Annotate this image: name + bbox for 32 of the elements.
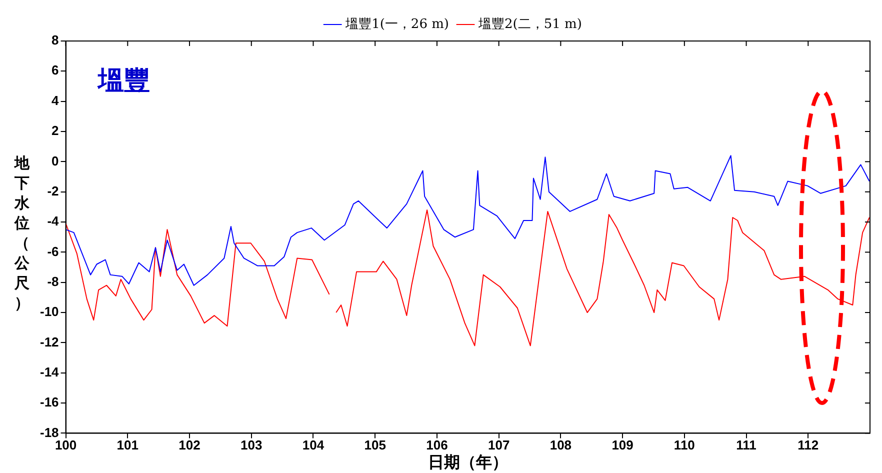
legend-label: 塭豐2(二，51 m) [478,16,582,32]
y-tick-label: 8 [52,32,59,48]
legend-label: 塭豐1(一，26 m) [344,16,450,32]
x-tick-label: 103 [240,438,262,453]
x-tick-label: 110 [674,438,695,453]
x-tick-label: 104 [302,438,325,453]
x-tick-label: 112 [798,438,819,453]
x-tick-label: 100 [54,438,77,453]
y-axis-title: 地下水位（公尺） [13,153,31,313]
annotation: 塭豐 [96,66,150,96]
x-tick-label: 106 [426,438,448,453]
x-tick-label: 109 [612,438,634,453]
y-tick-label: -10 [40,304,59,320]
y-tick-label: -18 [40,424,59,440]
y-tick-label: -6 [47,244,59,259]
x-tick-label: 107 [488,438,510,453]
y-tick-label: 2 [52,123,59,138]
y-tick-label: -12 [40,334,59,350]
y-tick-label: -14 [40,364,60,380]
x-tick-label: 105 [364,438,386,453]
x-axis-title: 日期（年） [428,452,508,472]
y-tick-label: -4 [47,214,60,229]
y-tick-label: -2 [47,183,59,198]
x-tick-label: 108 [550,438,572,453]
x-tick-label: 101 [116,438,139,453]
y-tick-label: 0 [52,153,59,168]
x-tick-label: 111 [736,438,756,453]
y-tick-label: -16 [40,394,59,410]
x-tick-label: 102 [178,438,200,453]
y-tick-label: 4 [52,92,60,108]
y-tick-label: 6 [52,62,59,78]
y-tick-label: -8 [47,274,59,289]
